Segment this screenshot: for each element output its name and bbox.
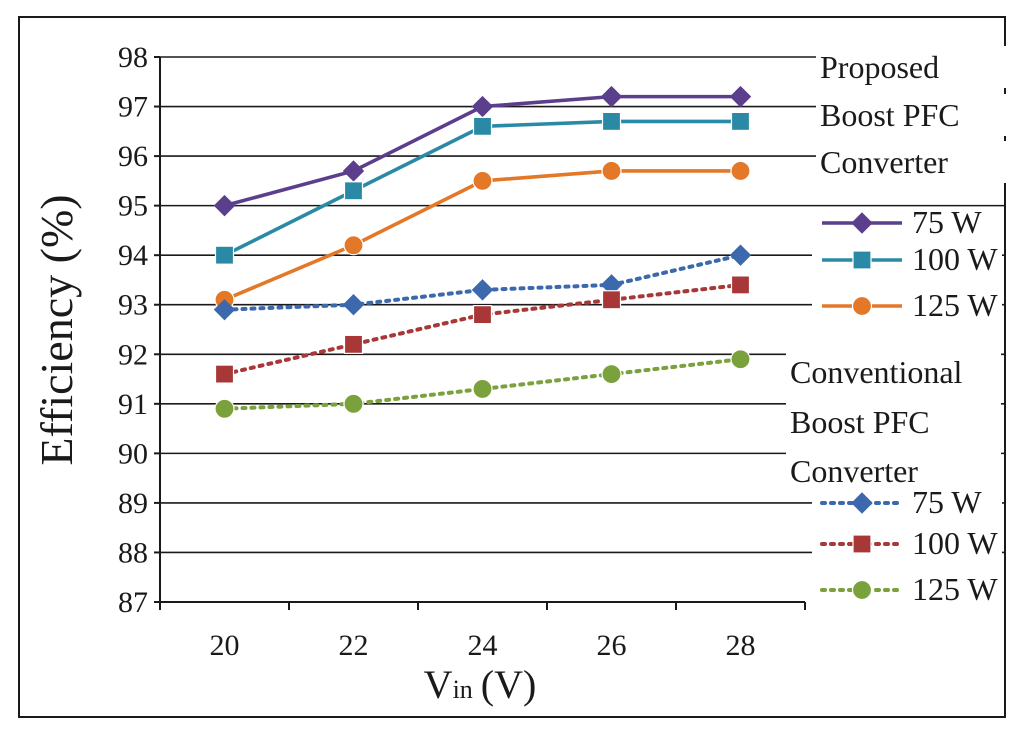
series-0 — [213, 85, 752, 217]
legend-title-bg — [816, 46, 1024, 88]
data-point — [601, 111, 622, 132]
series-1 — [214, 111, 751, 265]
y-tick-label: 98 — [118, 41, 148, 74]
legend-marker — [851, 295, 873, 317]
data-point — [730, 160, 751, 182]
data-point — [600, 85, 623, 108]
data-point — [472, 378, 493, 400]
legend-group-title: Conventional — [790, 354, 963, 390]
legend-title-bg — [786, 351, 1001, 393]
legend-title-bg — [816, 94, 1024, 136]
legend-entry-bg — [812, 528, 1002, 564]
data-point — [213, 194, 236, 217]
legend-label: 100 W — [912, 525, 998, 561]
series-line — [222, 253, 743, 312]
series-4 — [214, 275, 751, 384]
x-tick-label: 26 — [597, 629, 627, 662]
data-point — [471, 95, 494, 118]
legend-group-title: Converter — [820, 144, 948, 180]
data-point — [343, 235, 364, 256]
x-tick-label: 24 — [468, 629, 498, 662]
y-tick-label: 93 — [118, 289, 148, 322]
data-point — [343, 393, 364, 414]
legend-group-title: Boost PFC — [820, 97, 960, 133]
legend-entry-bg — [812, 574, 1002, 610]
y-axis-title: Efficiency (%) — [31, 194, 82, 465]
x-tick-label: 28 — [726, 629, 756, 662]
y-tick-label: 89 — [118, 487, 148, 520]
y-tick-label: 91 — [118, 388, 148, 421]
legend-label: 75 W — [912, 204, 982, 240]
legend-marker — [851, 212, 873, 234]
series-layer — [213, 85, 752, 419]
legend-entry-bg — [812, 487, 1002, 523]
data-point — [343, 181, 364, 201]
y-tick-label: 96 — [118, 140, 148, 173]
x-axis-title-main: V — [424, 662, 453, 707]
legend-group-title: Converter — [790, 453, 918, 489]
data-point — [214, 364, 235, 384]
data-point — [471, 279, 494, 301]
legend-marker — [852, 250, 872, 270]
legend-label: 100 W — [912, 241, 998, 277]
legend-marker — [851, 492, 873, 514]
x-axis-title: Vin (V) — [424, 662, 537, 707]
y-tick-label: 97 — [118, 91, 148, 124]
legend-group-title: Proposed — [820, 49, 939, 85]
data-point — [730, 349, 751, 370]
x-tick-label: 20 — [210, 629, 240, 662]
legend-label: 75 W — [912, 484, 982, 520]
x-tick-label: 22 — [339, 629, 369, 662]
y-tick-label: 92 — [118, 338, 148, 371]
y-tick-label: 94 — [118, 239, 148, 272]
data-point — [472, 170, 493, 191]
data-point — [729, 85, 752, 108]
x-axis-title-sub: in — [453, 675, 473, 704]
legend-entry-bg — [812, 207, 1002, 243]
data-point — [472, 116, 493, 136]
legend-marker — [852, 534, 872, 554]
data-point — [342, 294, 365, 316]
data-point — [214, 245, 235, 265]
data-point — [730, 111, 751, 132]
data-point — [601, 363, 622, 385]
data-point — [601, 290, 622, 310]
series-3 — [213, 244, 752, 321]
y-tick-label: 90 — [118, 437, 148, 470]
data-point — [472, 305, 493, 325]
legend-label: 125 W — [912, 571, 998, 607]
data-point — [342, 160, 365, 182]
legend-title-bg — [816, 141, 1024, 183]
data-point — [601, 160, 622, 182]
data-point — [729, 244, 752, 266]
data-point — [214, 398, 235, 419]
data-point — [213, 298, 236, 321]
series-5 — [214, 349, 751, 419]
data-point — [730, 275, 751, 295]
legend-title-bg — [786, 401, 1001, 443]
y-tick-label: 95 — [118, 190, 148, 223]
legend-marker — [851, 579, 873, 601]
legend-entry-bg — [812, 290, 1002, 326]
data-point — [343, 334, 364, 354]
legend-group-title: Boost PFC — [790, 404, 930, 440]
x-axis-title-unit: (V) — [481, 662, 537, 707]
tick-labels: 87 88 89 90 91 92 93 94 95 96 97 98 20 22 24 26 28 — [118, 41, 756, 662]
axes — [154, 56, 806, 610]
legend-title-bg — [786, 450, 1001, 492]
y-tick-label: 87 — [118, 586, 148, 619]
legend-label: 125 W — [912, 287, 998, 323]
legend-entry-bg — [812, 244, 1002, 280]
series-line — [222, 357, 743, 411]
y-tick-label: 88 — [118, 536, 148, 569]
